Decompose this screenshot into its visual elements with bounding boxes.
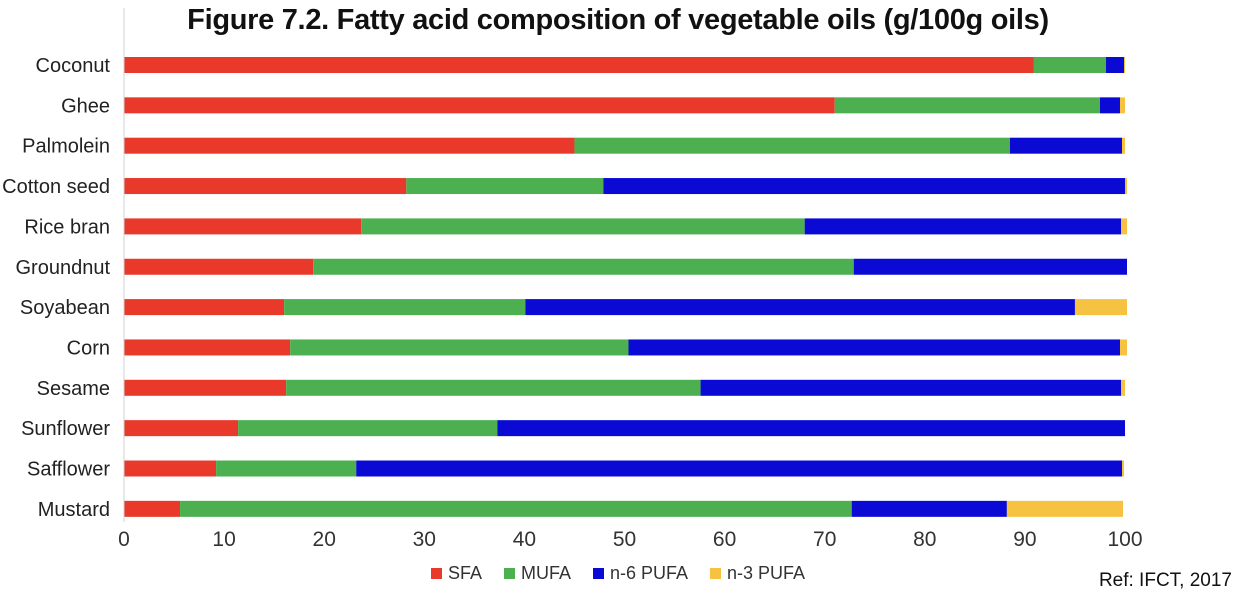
bar-segment [124, 379, 287, 396]
category-label: Soyabean [20, 297, 110, 319]
bar-segment [124, 420, 239, 437]
category-label: Sesame [37, 378, 110, 400]
bar-segment [1006, 500, 1123, 517]
x-tick-label: 100 [1107, 528, 1142, 551]
bar-segment [603, 178, 1125, 195]
bar-segment [525, 299, 1075, 316]
axis-layer: Coconut Ghee Palmolein Cotton seed Rice bran… [2, 8, 1143, 551]
category-label: Rice bran [24, 216, 110, 238]
legend-label: n-3 PUFA [727, 563, 806, 583]
bar-segment [574, 137, 1010, 154]
legend-item: n-3 PUFA [710, 563, 805, 584]
bar-segment [1099, 97, 1120, 114]
chart-title: Figure 7.2. Fatty acid composition of ve… [187, 4, 1049, 36]
legend: SFA MUFA n-6 PUFA n-3 PUFA [0, 563, 1236, 584]
bar-segment [216, 460, 357, 477]
x-tick-label: 60 [713, 528, 736, 551]
x-tick-label: 80 [913, 528, 936, 551]
bar-segment [1105, 57, 1124, 73]
bar-segment [1119, 339, 1128, 356]
bar-segment [124, 218, 362, 235]
x-tick-label: 70 [813, 528, 836, 551]
bar-segment [180, 500, 852, 517]
bar-segment [124, 500, 181, 517]
legend-item: SFA [430, 563, 482, 584]
bar-segment [124, 178, 407, 195]
bar-segment [356, 460, 1122, 477]
legend-label: SFA [447, 563, 482, 583]
legend-swatch [503, 568, 515, 579]
x-tick-label: 0 [118, 528, 130, 551]
bar-segment [834, 97, 1100, 114]
bar-segment [628, 339, 1120, 356]
bar-segment [1123, 57, 1125, 73]
bar-segment [1009, 137, 1122, 154]
category-label: Ghee [61, 95, 110, 117]
bar-segment [700, 379, 1121, 396]
category-label: Corn [67, 337, 110, 359]
category-label: Groundnut [15, 257, 110, 279]
bar-segment [1033, 57, 1106, 73]
bar-segment [1119, 97, 1125, 114]
category-label: Coconut [36, 55, 111, 77]
x-tick-label: 50 [613, 528, 636, 551]
bar-segment [124, 299, 285, 316]
bar-segment [804, 218, 1121, 235]
category-label: Mustard [38, 499, 110, 521]
reference-note: Ref: IFCT, 2017 [1098, 570, 1232, 591]
legend-label: n-6 PUFA [609, 563, 689, 583]
bar-segment [124, 339, 291, 356]
category-label: Sunflower [21, 418, 110, 440]
bar-segment [1121, 460, 1124, 477]
bars-layer [124, 57, 1128, 517]
x-tick-label: 90 [1013, 528, 1036, 551]
x-tick-label: 40 [513, 528, 536, 551]
bar-segment [124, 97, 835, 114]
bar-segment [238, 420, 498, 437]
x-tick-label: 10 [212, 528, 235, 551]
bar-segment [361, 218, 805, 235]
legend-label: MUFA [520, 563, 571, 583]
bar-segment [313, 258, 854, 275]
bar-segment [124, 57, 1034, 73]
bar-segment [290, 339, 629, 356]
legend-swatch [710, 568, 722, 579]
bar-segment [284, 299, 526, 316]
bar-segment [1121, 137, 1125, 154]
bar-segment [1120, 379, 1125, 396]
bar-segment [286, 379, 701, 396]
bar-segment [124, 137, 575, 154]
legend-item: n-6 PUFA [592, 563, 689, 584]
category-label: Safflower [27, 459, 110, 481]
legend-swatch [430, 568, 442, 579]
category-label: Cotton seed [2, 176, 110, 198]
bar-segment [124, 460, 217, 477]
legend-swatch [592, 568, 604, 579]
bar-segment [406, 178, 604, 195]
bar-segment [851, 500, 1007, 517]
bar-segment [853, 258, 1128, 275]
bar-segment [1074, 299, 1128, 316]
legend-item: MUFA [503, 563, 571, 584]
bar-segment [1125, 178, 1128, 195]
category-label: Palmolein [22, 136, 110, 158]
x-tick-label: 20 [313, 528, 336, 551]
x-tick-label: 30 [413, 528, 436, 551]
bar-segment [497, 420, 1125, 437]
bar-segment [124, 258, 314, 275]
bar-segment [1120, 218, 1128, 235]
